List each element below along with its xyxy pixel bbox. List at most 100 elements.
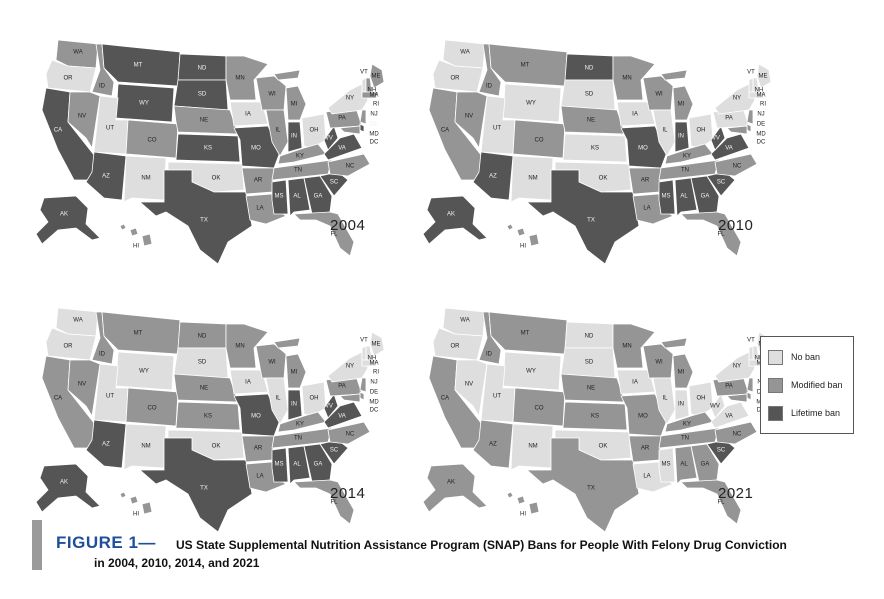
state-ak-2010 bbox=[422, 195, 488, 245]
state-label-or-2021: OR bbox=[451, 344, 461, 350]
state-mt-2021 bbox=[488, 311, 568, 355]
state-al-2014 bbox=[287, 445, 311, 485]
state-label-mt-2010: MT bbox=[521, 63, 530, 69]
state-vt-2021 bbox=[748, 345, 754, 361]
state-label-nv-2010: NV bbox=[465, 114, 473, 120]
state-label-ga-2010: GA bbox=[701, 194, 710, 200]
state-oh-2010 bbox=[688, 113, 714, 149]
state-ks-2014 bbox=[175, 401, 241, 431]
state-nv-2004 bbox=[67, 91, 101, 150]
state-label-in-2014: IN bbox=[291, 402, 297, 408]
legend-label-modified-ban: Modified ban bbox=[791, 380, 843, 390]
us-map-2014: WA OR CA NV ID MT WY UT CO AZ NM ND SD NE KS OK TX MN IA MO… bbox=[35, 307, 385, 533]
state-label-va-2004: VA bbox=[338, 146, 346, 152]
state-label-oh-2014: OH bbox=[310, 396, 319, 402]
state-oh-2014 bbox=[301, 381, 327, 417]
state-mi-2004 bbox=[273, 69, 307, 121]
state-label-az-2021: AZ bbox=[489, 442, 497, 448]
state-mn-2014 bbox=[225, 323, 269, 369]
state-label-mt-2004: MT bbox=[134, 63, 143, 69]
state-label-tn-2004: TN bbox=[294, 168, 302, 174]
state-label-fl-2014: FL bbox=[330, 500, 338, 506]
state-label-az-2010: AZ bbox=[489, 174, 497, 180]
state-label-nc-2010: NC bbox=[733, 164, 742, 170]
state-label-ms-2014: MS bbox=[275, 462, 284, 468]
state-wi-2004 bbox=[255, 75, 287, 111]
state-label-wa-2021: WA bbox=[460, 318, 469, 324]
legend-swatch-modified-ban bbox=[768, 377, 783, 393]
state-label-vt-2010: VT bbox=[747, 70, 755, 76]
state-label-ok-2004: OK bbox=[212, 176, 221, 182]
state-ny-2021 bbox=[714, 351, 756, 383]
state-label-ok-2010: OK bbox=[599, 176, 608, 182]
state-label-va-2010: VA bbox=[725, 146, 733, 152]
state-label-ks-2004: KS bbox=[204, 146, 212, 152]
state-label-wy-2010: WY bbox=[526, 101, 536, 107]
state-mi-2021 bbox=[660, 337, 694, 389]
state-tx-2004 bbox=[138, 169, 253, 265]
year-label-2010: 2010 bbox=[718, 217, 754, 234]
state-label-ak-2010: AK bbox=[447, 212, 455, 218]
map-panel-2014: WA OR CA NV ID MT WY UT CO AZ NM ND SD NE KS OK TX MN IA MO… bbox=[28, 298, 388, 533]
state-label-va-2021: VA bbox=[725, 414, 733, 420]
state-label-nh-2021: NH bbox=[755, 356, 764, 362]
state-label-ut-2014: UT bbox=[106, 394, 114, 400]
state-label-ks-2014: KS bbox=[204, 414, 212, 420]
state-label-id-2004: ID bbox=[99, 84, 106, 90]
state-label-nm-2004: NM bbox=[141, 176, 150, 182]
state-label-sc-2014: SC bbox=[330, 448, 339, 454]
state-me-2010 bbox=[756, 63, 772, 89]
state-oh-2004 bbox=[301, 113, 327, 149]
state-ny-2010 bbox=[714, 83, 756, 115]
state-label-vt-2014: VT bbox=[360, 338, 368, 344]
us-map-2010: WA OR CA NV ID MT WY UT CO AZ NM ND SD NE KS OK TX MN IA MO… bbox=[422, 39, 772, 265]
state-label-pa-2021: PA bbox=[725, 384, 733, 390]
state-label-az-2014: AZ bbox=[102, 442, 110, 448]
state-fl-2004 bbox=[293, 211, 355, 257]
state-ak-2021 bbox=[422, 463, 488, 513]
state-label-ca-2021: CA bbox=[441, 396, 449, 402]
state-label-il-2014: IL bbox=[275, 396, 281, 402]
state-label-mo-2004: MO bbox=[251, 146, 261, 152]
state-label-nh-2004: NH bbox=[368, 88, 377, 94]
state-label-ga-2004: GA bbox=[314, 194, 323, 200]
state-ny-2014 bbox=[327, 351, 369, 383]
legend-label-lifetime-ban: Lifetime ban bbox=[791, 408, 841, 418]
state-label-mn-2004: MN bbox=[235, 76, 244, 82]
state-label-sd-2004: SD bbox=[198, 92, 207, 98]
state-nm-2010 bbox=[510, 155, 554, 203]
state-me-2014 bbox=[369, 331, 385, 357]
state-nv-2021 bbox=[454, 359, 488, 418]
state-label-ri-2014: RI bbox=[373, 370, 379, 376]
state-label-vt-2021: VT bbox=[747, 338, 755, 344]
state-label-ky-2021: KY bbox=[683, 422, 691, 428]
state-label-ky-2004: KY bbox=[296, 154, 304, 160]
state-nv-2014 bbox=[67, 359, 101, 418]
state-label-fl-2021: FL bbox=[717, 500, 725, 506]
state-mn-2021 bbox=[612, 323, 656, 369]
state-label-ia-2004: IA bbox=[245, 112, 251, 118]
state-label-wa-2004: WA bbox=[73, 50, 82, 56]
state-ms-2010 bbox=[658, 179, 676, 215]
state-de-2021 bbox=[746, 391, 752, 401]
map-panel-2004: WA OR CA NV ID MT WY UT CO AZ NM ND SD NE KS OK TX MN IA MO… bbox=[28, 30, 388, 265]
state-nv-2010 bbox=[454, 91, 488, 150]
state-mt-2014 bbox=[101, 311, 181, 355]
state-de-2010 bbox=[746, 123, 752, 133]
state-label-hi-2021: HI bbox=[520, 512, 526, 518]
state-md-2004 bbox=[339, 125, 361, 135]
state-md-2014 bbox=[339, 393, 361, 403]
state-label-pa-2014: PA bbox=[338, 384, 346, 390]
figure-caption-line1: US State Supplemental Nutrition Assistan… bbox=[176, 538, 787, 552]
state-label-co-2021: CO bbox=[535, 406, 544, 412]
state-label-id-2014: ID bbox=[99, 352, 106, 358]
state-label-mn-2014: MN bbox=[235, 344, 244, 350]
state-label-nd-2014: ND bbox=[198, 334, 207, 340]
state-label-va-2014: VA bbox=[338, 414, 346, 420]
state-label-ar-2004: AR bbox=[254, 178, 263, 184]
state-label-mt-2014: MT bbox=[134, 331, 143, 337]
state-label-wi-2014: WI bbox=[268, 360, 276, 366]
state-label-sc-2021: SC bbox=[717, 448, 726, 454]
state-label-me-2004: ME bbox=[372, 74, 381, 80]
state-label-sc-2010: SC bbox=[717, 180, 726, 186]
